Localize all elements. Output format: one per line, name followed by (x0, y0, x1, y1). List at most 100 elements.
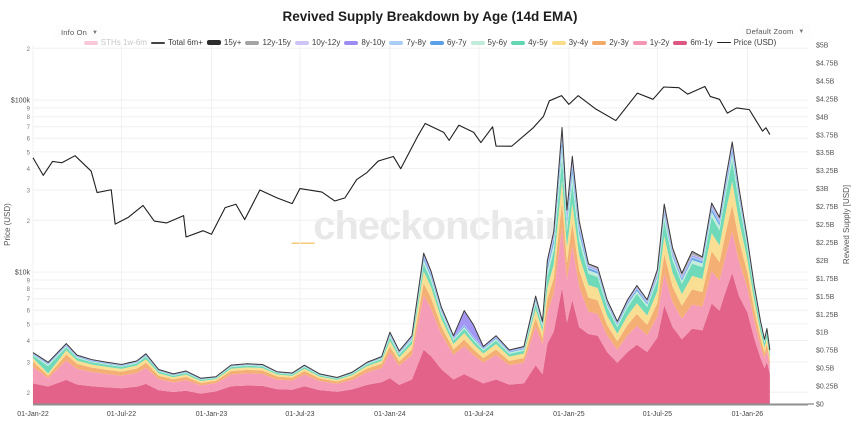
right-axis-tick-label: $2.75B (816, 204, 839, 211)
right-axis-tick-label: $3.25B (816, 168, 839, 175)
legend-label: 2y-3y (609, 38, 629, 47)
legend-swatch (344, 40, 359, 45)
legend-label: 8y-10y (361, 38, 386, 47)
legend-item-15y-[interactable]: 15y+ (206, 38, 242, 47)
legend-label: STHs 1w-6m (100, 38, 147, 47)
legend-item-2y-3y[interactable]: 2y-3y (592, 38, 629, 47)
left-axis-tick-label: 2 (27, 219, 31, 225)
left-axis-tick-label: 6 (27, 137, 31, 143)
left-axis-tick-label: 8 (27, 287, 31, 293)
right-axis-tick-label: $0 (816, 402, 824, 409)
left-axis-tick-label: 9 (27, 106, 31, 112)
legend-swatch (206, 40, 221, 45)
default-zoom-label: Default Zoom (746, 27, 794, 36)
legend-label: 4y-5y (528, 38, 548, 47)
legend-swatch (83, 40, 98, 45)
left-axis-tick-label: $10k (15, 270, 31, 277)
legend-label: 12y-15y (262, 38, 291, 47)
legend-swatch (716, 41, 731, 44)
right-axis-tick-label: $3.5B (816, 150, 835, 157)
right-axis-tick-label: $2.25B (816, 240, 839, 247)
legend-swatch (245, 40, 260, 45)
legend-item-sths-1w-6m[interactable]: STHs 1w-6m (83, 38, 147, 47)
left-axis-tick-label: 9 (27, 278, 31, 284)
left-axis-tick-label: 6 (27, 309, 31, 315)
legend-item-8y-10y[interactable]: 8y-10y (344, 38, 385, 47)
x-axis-tick-label: 01-Jan-26 (732, 411, 764, 418)
legend-label: 10y-12y (311, 38, 341, 47)
left-axis-tick-label: 2 (27, 47, 31, 53)
left-axis-tick-label: 5 (27, 322, 31, 328)
area-band-6m-1y (33, 272, 770, 404)
legend-swatch (294, 40, 309, 45)
legend-item-10y-12y[interactable]: 10y-12y (294, 38, 341, 47)
left-axis-tick-label: 7 (27, 297, 31, 303)
left-axis-title: Price (USD) (3, 203, 12, 246)
legend-label: 6m-1y (690, 38, 713, 47)
right-axis-tick-label: $1.5B (816, 294, 835, 301)
legend-swatch (511, 40, 526, 45)
legend-item-7y-8y[interactable]: 7y-8y (389, 38, 426, 47)
page-title: Revived Supply Breakdown by Age (14d EMA… (282, 9, 578, 24)
right-axis-tick-label: $4.25B (816, 96, 839, 103)
left-axis-tick-label: 5 (27, 150, 31, 156)
stacked-area-bands (33, 127, 770, 404)
legend-item-total-6m-[interactable]: Total 6m+ (150, 38, 203, 47)
legend-swatch (429, 40, 444, 45)
right-axis-tick-label: $3B (816, 186, 829, 193)
total-6m-line (32, 126, 771, 379)
x-axis-tick-label: 01-Jan-24 (374, 411, 406, 418)
info-button-label: Info On (61, 28, 87, 37)
legend-item-3y-4y[interactable]: 3y-4y (551, 38, 589, 47)
legend-item-5y-6y[interactable]: 5y-6y (470, 38, 508, 47)
legend-label: 6y-7y (446, 38, 467, 47)
legend-swatch (551, 40, 566, 45)
left-axis-tick-label: 4 (27, 339, 31, 345)
legend-label: 15y+ (223, 38, 242, 47)
right-axis-tick-label: $0.25B (816, 384, 839, 391)
info-button[interactable]: Info On ▼ (55, 25, 105, 40)
right-axis-tick-label: $5B (816, 43, 829, 50)
right-axis-tick-label: $4B (816, 114, 829, 121)
right-axis-tick-label: $1B (816, 330, 829, 337)
x-axis-tick-label: 01-Jan-23 (196, 411, 228, 418)
default-zoom-button[interactable]: Default Zoom ▼ (740, 24, 811, 39)
legend-label: 5y-6y (487, 38, 508, 47)
left-axis-tick-label: 7 (27, 125, 31, 131)
left-axis-tick-label: 3 (27, 361, 31, 367)
legend: STHs 1w-6m Total 6m+ 15y+ 12y-15y 10y-12y 8y-… (0, 38, 860, 47)
left-axis-tick-label: 8 (27, 115, 31, 121)
x-axis-tick-label: 01-Jul-25 (643, 411, 672, 418)
right-axis-tick-label: $0.75B (816, 348, 839, 355)
legend-item-price-usd-[interactable]: Price (USD) (716, 38, 776, 47)
legend-swatch (632, 40, 647, 45)
legend-swatch (150, 41, 165, 44)
left-axis-tick-label: 4 (27, 167, 31, 173)
right-axis-title: Revived Supply [USD] (842, 185, 851, 264)
x-axis-tick-label: 01-Jul-24 (464, 411, 493, 418)
legend-item-6m-1y[interactable]: 6m-1y (673, 38, 713, 47)
right-axis-tick-label: $4.5B (816, 78, 835, 85)
x-axis-tick-label: 01-Jul-23 (285, 411, 314, 418)
legend-label: Total 6m+ (167, 38, 203, 47)
x-axis-tick-label: 01-Jan-25 (553, 411, 585, 418)
left-axis-tick-label: $100k (11, 98, 31, 105)
legend-item-12y-15y[interactable]: 12y-15y (245, 38, 291, 47)
right-axis-tick-label: $1.25B (816, 312, 839, 319)
legend-label: 3y-4y (568, 38, 589, 47)
left-axis-tick-label: 2 (27, 391, 31, 397)
legend-swatch (673, 40, 688, 45)
right-axis-tick-label: $4.75B (816, 60, 839, 67)
right-axis-tick-label: $0.5B (816, 366, 835, 373)
legend-item-1y-2y[interactable]: 1y-2y (632, 38, 669, 47)
right-axis-tick-label: $1.75B (816, 276, 839, 283)
legend-swatch (470, 40, 485, 45)
x-axis-tick-label: 01-Jan-22 (17, 411, 49, 418)
legend-item-6y-7y[interactable]: 6y-7y (429, 38, 467, 47)
legend-item-4y-5y[interactable]: 4y-5y (511, 38, 548, 47)
legend-swatch (592, 40, 607, 45)
chevron-down-icon: ▼ (798, 28, 805, 35)
left-axis-tick-label: 3 (27, 189, 31, 195)
